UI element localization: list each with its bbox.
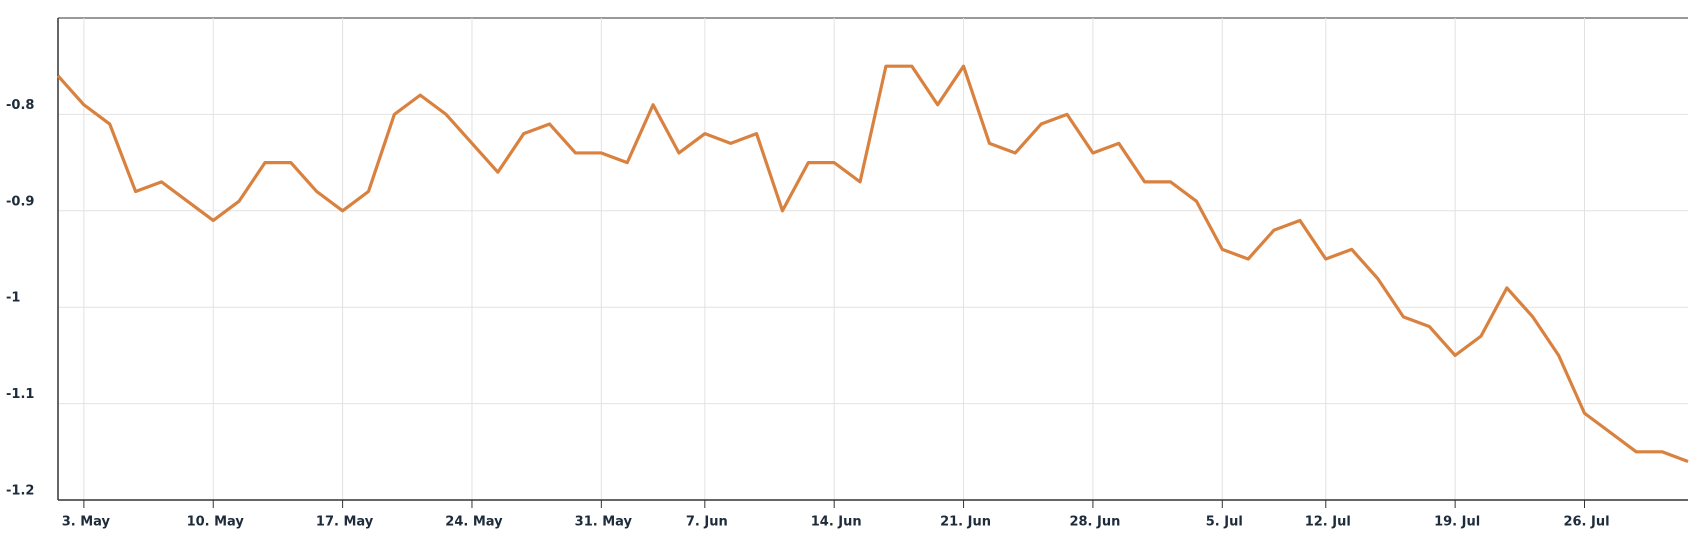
x-tick-label: 31. May	[575, 515, 633, 530]
y-tick-label: -0.9	[6, 194, 34, 209]
x-tick-label: 12. Jul	[1305, 515, 1351, 530]
x-tick-label: 10. May	[187, 515, 245, 530]
y-tick-label: -1	[6, 291, 20, 306]
x-tick-label: 14. Jun	[811, 515, 862, 530]
data-line	[56, 64, 1689, 463]
y-tick-label: -1.2	[6, 484, 34, 499]
y-tick-label: -1.1	[6, 387, 34, 402]
x-tick-label: 19. Jul	[1434, 515, 1480, 530]
x-tick-label: 24. May	[445, 515, 503, 530]
x-tick-label: 7. Jun	[686, 515, 728, 530]
x-tick-label: 21. Jun	[940, 515, 991, 530]
x-tick-label: 17. May	[316, 515, 374, 530]
x-tick-label: 3. May	[62, 515, 111, 530]
y-tick-label: -0.8	[6, 98, 34, 113]
x-tick-label: 5. Jul	[1206, 515, 1243, 530]
x-tick-label: 28. Jun	[1069, 515, 1120, 530]
x-tick-label: 26. Jul	[1563, 515, 1609, 530]
